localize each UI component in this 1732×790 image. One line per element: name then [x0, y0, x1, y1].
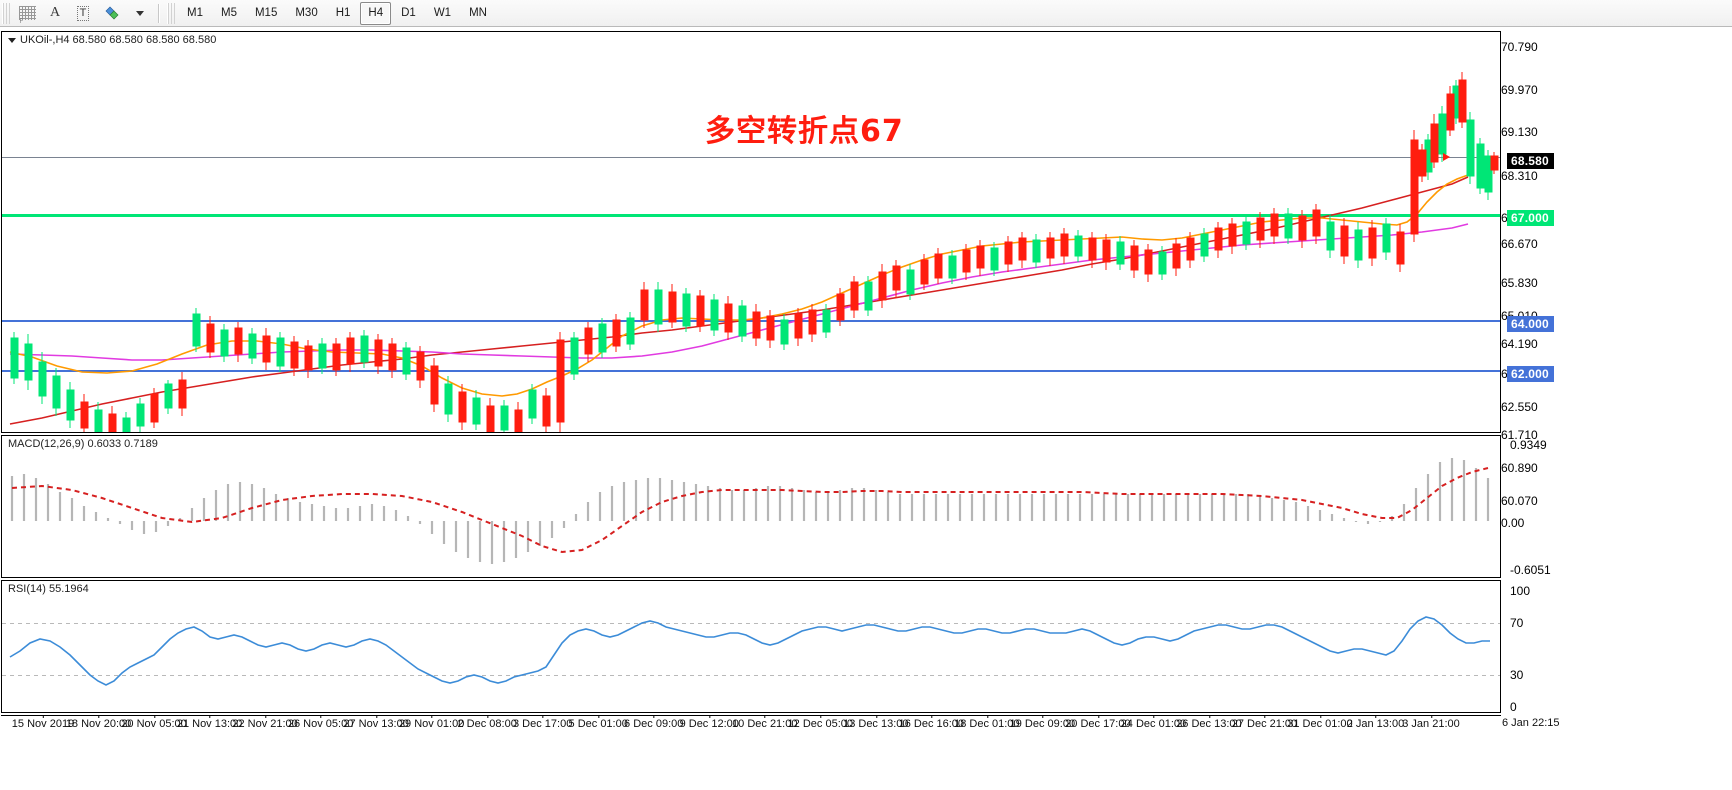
- level-line-62: [2, 370, 1500, 372]
- current-price-line: [2, 157, 1500, 158]
- main-toolbar: A T M1 M5 M15 M30 H1 H4 D1 W1 MN: [0, 0, 1732, 27]
- toolbar-grip-1[interactable]: [2, 2, 10, 24]
- time-label: 15 Nov 2019: [12, 715, 74, 730]
- time-label: 24 Dec 01:00: [1121, 715, 1186, 730]
- price-tick: 70.790: [1501, 40, 1538, 54]
- macd-pane-label: MACD(12,26,9) 0.6033 0.7189: [6, 438, 160, 450]
- price-tick: 62.550: [1501, 400, 1538, 414]
- price-tick: 68.310: [1501, 169, 1538, 183]
- chart-annotation-text: 多空转折点67: [705, 114, 904, 149]
- price-chart-pane[interactable]: UKOil-,H4 68.580 68.580 68.580 68.580 多空…: [1, 31, 1501, 433]
- time-label: 22 Nov 21:00: [232, 715, 298, 730]
- candlestick-layer: [10, 72, 1499, 432]
- time-label: 2 Jan 13:00: [1347, 715, 1404, 730]
- rsi-oversold-band: [2, 675, 1500, 676]
- price-tick: 65.830: [1501, 276, 1538, 290]
- rsi-tick: 0: [1510, 700, 1517, 714]
- chart-shell: UKOil-,H4 68.580 68.580 68.580 68.580 多空…: [0, 27, 1732, 790]
- time-label: 27 Dec 21:00: [1232, 715, 1297, 730]
- level-line-67: [2, 214, 1500, 217]
- timeframe-h4[interactable]: H4: [360, 1, 392, 25]
- price-pane-label: UKOil-,H4 68.580 68.580 68.580 68.580: [6, 34, 219, 46]
- time-label: 20 Dec 17:00: [1065, 715, 1131, 730]
- macd-pane[interactable]: MACD(12,26,9) 0.6033 0.7189: [1, 435, 1501, 578]
- toolbar-grip-2[interactable]: [167, 2, 175, 24]
- rsi-overbought-band: [2, 623, 1500, 624]
- price-tick: 60.070: [1501, 494, 1538, 508]
- time-label: 19 Dec 09:00: [1010, 715, 1075, 730]
- collapse-triangle-icon: [8, 37, 16, 43]
- timeframe-w1[interactable]: W1: [433, 7, 452, 19]
- time-label: 18 Nov 20:00: [66, 715, 131, 730]
- macd-tick: 0.9349: [1510, 438, 1547, 452]
- price-axis[interactable]: 70.790 69.970 69.130 68.310 67.490 66.67…: [1501, 31, 1732, 508]
- price-tick: 66.670: [1501, 237, 1538, 251]
- time-label: 16 Dec 16:00: [899, 715, 964, 730]
- time-label: 3 Dec 17:00: [513, 715, 572, 730]
- time-label: 2 Dec 08:00: [457, 715, 517, 730]
- macd-tick: 0.00: [1501, 516, 1525, 530]
- rsi-pane-label: RSI(14) 55.1964: [6, 583, 91, 595]
- level-tag-64: 64.000: [1507, 316, 1554, 332]
- text-label-icon[interactable]: A: [49, 5, 61, 20]
- price-arrow-marker: [1443, 153, 1450, 161]
- toolbar-divider: [158, 3, 160, 23]
- time-label: 20 Nov 05:00: [121, 715, 187, 730]
- macd-axis[interactable]: 0.9349 0.00 -0.6051: [1501, 435, 1732, 578]
- time-label: 26 Nov 05:00: [288, 715, 353, 730]
- time-label: 6 Dec 09:00: [624, 715, 683, 730]
- timeframe-m1[interactable]: M1: [187, 7, 203, 19]
- time-label: 27 Nov 13:00: [343, 715, 409, 730]
- price-tick: 60.890: [1501, 461, 1538, 475]
- objects-icon[interactable]: [98, 1, 124, 25]
- current-price-tag: 68.580: [1507, 153, 1554, 169]
- level-tag-62: 62.000: [1507, 366, 1554, 382]
- time-label: 29 Nov 01:00: [399, 715, 464, 730]
- rsi-series-layer: [9, 616, 1490, 686]
- timeframe-d1[interactable]: D1: [401, 7, 416, 19]
- macd-histogram-layer: [10, 458, 1490, 564]
- time-label: 13 Dec 13:00: [843, 715, 909, 730]
- level-tag-67: 67.000: [1507, 210, 1554, 226]
- rsi-axis[interactable]: 100 70 30 0: [1501, 580, 1732, 714]
- objects-dropdown-icon[interactable]: [126, 1, 152, 25]
- time-label: 10 Dec 21:00: [732, 715, 797, 730]
- time-label-last: 6 Jan 22:15: [1502, 717, 1560, 729]
- time-label: 21 Nov 13:00: [177, 715, 242, 730]
- price-tick: 69.970: [1501, 83, 1538, 97]
- time-label: 31 Dec 01:00: [1287, 715, 1353, 730]
- macd-tick: -0.6051: [1510, 563, 1551, 577]
- time-label: 26 Dec 13:00: [1176, 715, 1242, 730]
- timeframe-m15[interactable]: M15: [254, 7, 278, 19]
- text-box-icon[interactable]: T: [70, 1, 96, 25]
- level-line-64: [2, 320, 1500, 322]
- timeframe-m30[interactable]: M30: [295, 7, 318, 19]
- price-tick: 64.190: [1501, 337, 1538, 351]
- timeframe-mn[interactable]: MN: [469, 7, 487, 19]
- timeframe-h1[interactable]: H1: [335, 7, 351, 19]
- timeframe-m5[interactable]: M5: [220, 7, 237, 19]
- time-label: 12 Dec 05:00: [788, 715, 853, 730]
- rsi-tick: 100: [1510, 584, 1531, 598]
- rsi-tick: 30: [1510, 668, 1524, 682]
- rsi-pane[interactable]: RSI(14) 55.1964: [1, 580, 1501, 713]
- time-label: 5 Dec 01:00: [569, 715, 628, 730]
- time-label: 18 Dec 01:00: [954, 715, 1020, 730]
- time-label: 3 Jan 21:00: [1402, 715, 1460, 730]
- price-tick: 69.130: [1501, 125, 1538, 139]
- rsi-tick: 70: [1510, 616, 1524, 630]
- price-tick: 61.710: [1501, 428, 1538, 442]
- time-label: 9 Dec 12:00: [680, 715, 739, 730]
- time-axis[interactable]: 15 Nov 2019 18 Nov 20:00 20 Nov 05:00 21…: [1, 715, 1501, 734]
- crosshair-grid-icon[interactable]: [14, 1, 40, 25]
